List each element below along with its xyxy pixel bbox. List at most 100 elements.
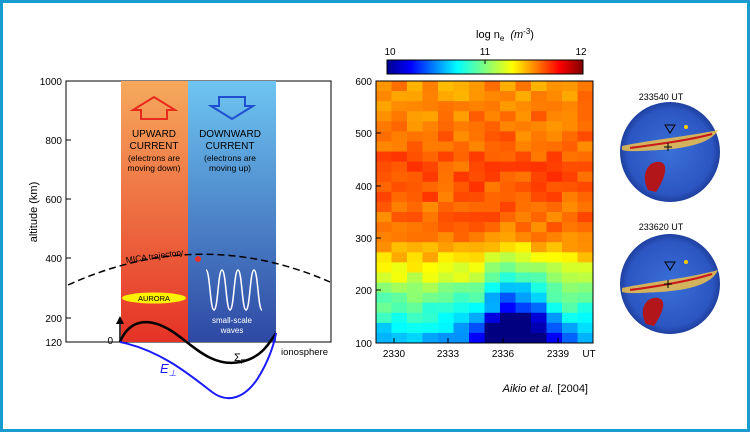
upward-note: moving down) bbox=[128, 163, 181, 173]
heatmap-cell bbox=[391, 81, 408, 92]
heatmap-cell bbox=[500, 242, 516, 253]
heatmap-cell bbox=[469, 262, 485, 273]
heatmap-cell bbox=[376, 232, 392, 243]
heatmap-cell bbox=[438, 222, 454, 233]
heatmap-cell bbox=[531, 232, 547, 243]
heatmap-x-tick: 2339 bbox=[547, 349, 570, 360]
heatmap-cell bbox=[376, 91, 392, 102]
heatmap-cell bbox=[391, 292, 408, 304]
heatmap-cell bbox=[500, 282, 516, 294]
heatmap-cell bbox=[546, 201, 563, 213]
heatmap-cell bbox=[422, 232, 439, 243]
bright-patch bbox=[644, 161, 666, 192]
downward-title: DOWNWARD bbox=[199, 129, 261, 140]
heatmap-cell bbox=[562, 151, 578, 163]
heatmap-cell bbox=[531, 131, 547, 142]
heatmap-cell bbox=[407, 262, 423, 273]
heatmap-y-tick: 400 bbox=[355, 182, 372, 193]
heatmap-cell bbox=[422, 131, 439, 142]
heatmap-cell bbox=[438, 312, 454, 324]
all-sky-image-2: 233620 UT bbox=[620, 222, 720, 334]
heatmap-cell bbox=[500, 302, 516, 314]
heatmap-cell bbox=[453, 302, 470, 314]
heatmap-cell bbox=[500, 131, 516, 142]
heatmap-cell bbox=[469, 131, 485, 142]
heatmap-cell bbox=[469, 161, 485, 173]
heatmap-cell bbox=[562, 232, 578, 243]
heatmap-cell bbox=[391, 161, 408, 173]
heatmap-cell bbox=[453, 332, 470, 344]
heatmap-cell bbox=[438, 272, 454, 283]
heatmap-cell bbox=[515, 262, 532, 273]
heatmap-cell bbox=[531, 302, 547, 314]
heatmap-cell bbox=[422, 272, 439, 283]
colorbar-title: log ne (m-3) bbox=[476, 27, 534, 43]
heatmap-cell bbox=[422, 191, 439, 203]
mica-trajectory-line bbox=[67, 253, 331, 286]
heatmap-cell bbox=[562, 201, 578, 213]
heatmap-cell bbox=[453, 222, 470, 233]
heatmap-cell bbox=[422, 111, 439, 122]
y-tick-label: 120 bbox=[45, 338, 62, 349]
heatmap-cell bbox=[515, 161, 532, 173]
heatmap-cell bbox=[500, 332, 516, 344]
heatmap-cell bbox=[376, 262, 392, 273]
heatmap-cell bbox=[577, 292, 594, 304]
heatmap-cell bbox=[376, 161, 392, 173]
heatmap-cell bbox=[500, 252, 516, 263]
heatmap-cell bbox=[376, 111, 392, 122]
heatmap-cell bbox=[562, 91, 578, 102]
heatmap-cell bbox=[500, 81, 516, 92]
heatmap-cell bbox=[376, 141, 392, 152]
vertical-arrow-head-icon bbox=[116, 316, 124, 324]
heatmap-cell bbox=[376, 201, 392, 213]
heatmap-cell bbox=[562, 191, 578, 203]
heatmap-cell bbox=[376, 302, 392, 314]
heatmap-cell bbox=[438, 171, 454, 183]
heatmap-cell bbox=[391, 131, 408, 142]
heatmap-cell bbox=[546, 312, 563, 324]
heatmap-cell bbox=[577, 302, 594, 314]
heatmap-cell bbox=[484, 282, 501, 294]
heatmap-cell bbox=[469, 212, 485, 223]
heatmap-cell bbox=[438, 141, 454, 152]
heatmap-cell bbox=[577, 81, 594, 92]
heatmap-cell bbox=[515, 232, 532, 243]
heatmap-cell bbox=[546, 131, 563, 142]
heatmap-x-tick: 2336 bbox=[492, 349, 515, 360]
heatmap-cell bbox=[531, 111, 547, 122]
heatmap-cell bbox=[453, 91, 470, 102]
heatmap-cell bbox=[515, 171, 532, 183]
heatmap-cell bbox=[500, 262, 516, 273]
heatmap-cell bbox=[531, 322, 547, 334]
heatmap-cell bbox=[391, 272, 408, 283]
heatmap-cell bbox=[407, 292, 423, 304]
heatmap-cell bbox=[546, 272, 563, 283]
heatmap-cell bbox=[422, 101, 439, 112]
heatmap-cell bbox=[484, 201, 501, 213]
heatmap-cell bbox=[546, 232, 563, 243]
heatmap-cell bbox=[577, 252, 594, 263]
heatmap-cell bbox=[577, 91, 594, 102]
heatmap-cell bbox=[546, 121, 563, 132]
heatmap-cell bbox=[453, 212, 470, 223]
upward-arrow-icon bbox=[129, 95, 179, 120]
triangle-marker-icon bbox=[664, 261, 676, 271]
waves-label: waves bbox=[220, 326, 244, 335]
heatmap-cell bbox=[438, 262, 454, 273]
y-tick-label: 800 bbox=[45, 136, 62, 147]
heatmap-cell bbox=[391, 121, 408, 132]
heatmap-cell bbox=[562, 242, 578, 253]
heatmap-cell bbox=[577, 332, 594, 344]
heatmap-cell bbox=[407, 212, 423, 223]
heatmap-cell bbox=[515, 191, 532, 203]
heatmap-cell bbox=[562, 332, 578, 344]
heatmap-cell bbox=[577, 131, 594, 142]
heatmap-cell bbox=[469, 201, 485, 213]
heatmap-cell bbox=[546, 252, 563, 263]
heatmap-cell bbox=[422, 282, 439, 294]
heatmap-cell bbox=[453, 191, 470, 203]
aurora-label: AURORA bbox=[138, 294, 170, 303]
heatmap-cell bbox=[438, 101, 454, 112]
heatmap-cell bbox=[484, 332, 501, 344]
